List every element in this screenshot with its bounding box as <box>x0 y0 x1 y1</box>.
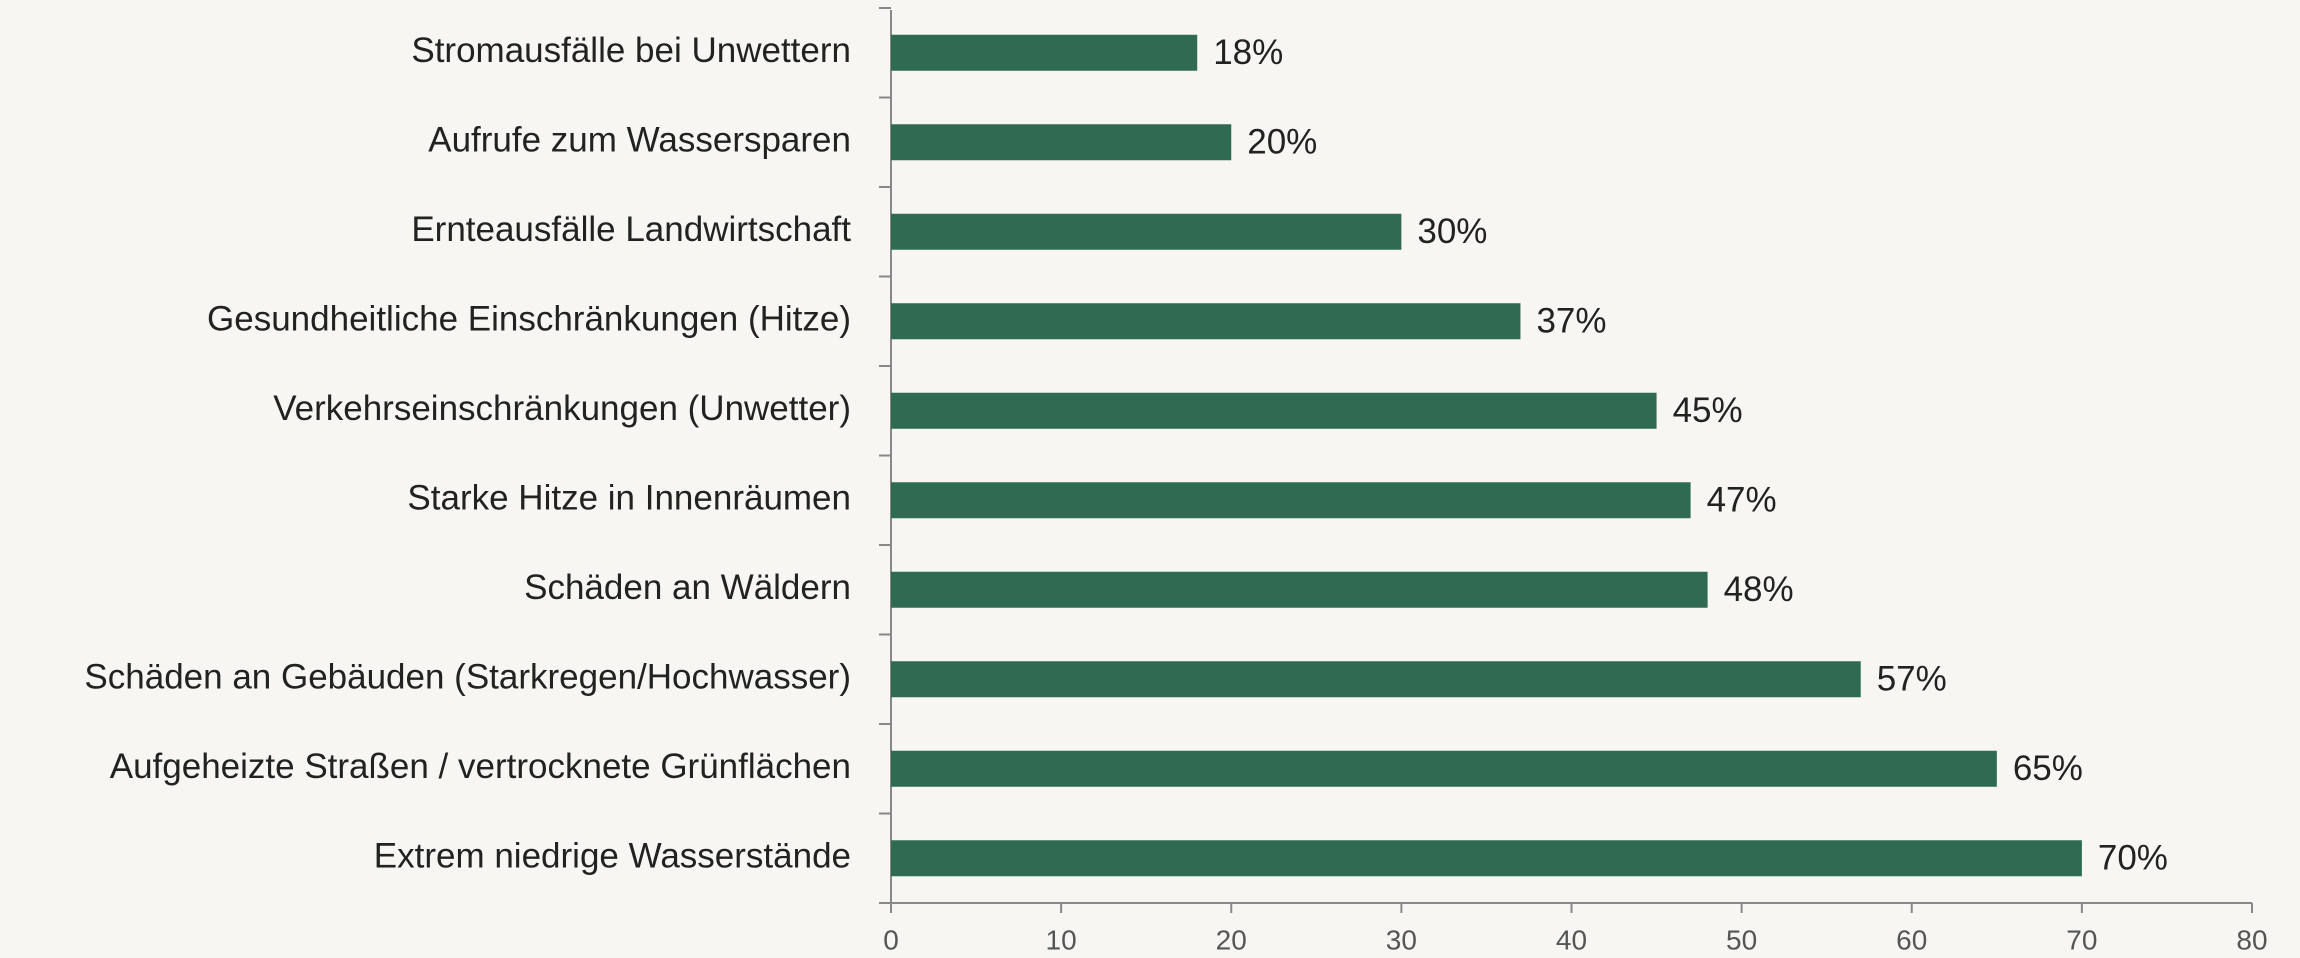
value-label: 48% <box>1724 570 1794 609</box>
x-tick-label: 60 <box>1896 924 1927 955</box>
y-tick-label: Aufgeheizte Straßen / vertrocknete Grünf… <box>110 747 851 786</box>
bar <box>891 303 1521 340</box>
bar <box>891 124 1232 161</box>
x-tick-label: 50 <box>1726 924 1757 955</box>
y-tick-label: Starke Hitze in Innenräumen <box>407 479 851 518</box>
value-label: 70% <box>2098 839 2168 878</box>
y-tick-label: Ernteausfälle Landwirtschaft <box>411 210 851 249</box>
value-label: 30% <box>1417 212 1487 251</box>
value-label: 47% <box>1707 481 1777 520</box>
y-tick-label: Extrem niedrige Wasserstände <box>374 837 851 876</box>
x-tick-label: 80 <box>2236 924 2267 955</box>
x-tick-label: 10 <box>1046 924 1077 955</box>
y-tick-label: Verkehrseinschränkungen (Unwetter) <box>273 389 851 428</box>
bar <box>891 482 1691 519</box>
bar <box>891 34 1198 71</box>
y-tick-label: Gesundheitliche Einschränkungen (Hitze) <box>207 300 851 339</box>
bar <box>891 750 1997 787</box>
value-label: 57% <box>1877 660 1947 699</box>
value-label: 45% <box>1673 391 1743 430</box>
bar <box>891 392 1657 429</box>
value-label: 65% <box>2013 749 2083 788</box>
y-tick-label: Schäden an Gebäuden (Starkregen/Hochwass… <box>84 658 851 697</box>
x-tick-label: 20 <box>1216 924 1247 955</box>
x-tick-label: 0 <box>883 924 899 955</box>
value-label: 37% <box>1536 302 1606 341</box>
bar <box>891 840 2082 877</box>
x-tick-label: 40 <box>1556 924 1587 955</box>
x-tick-label: 70 <box>2066 924 2097 955</box>
x-tick-label: 30 <box>1386 924 1417 955</box>
y-tick-label: Schäden an Wäldern <box>524 568 851 607</box>
y-tick-label: Stromausfälle bei Unwettern <box>411 31 851 70</box>
bar <box>891 571 1708 608</box>
value-label: 18% <box>1213 33 1283 72</box>
bar <box>891 213 1402 250</box>
value-label: 20% <box>1247 123 1317 162</box>
bar <box>891 661 1861 698</box>
y-tick-label: Aufrufe zum Wassersparen <box>428 121 851 160</box>
